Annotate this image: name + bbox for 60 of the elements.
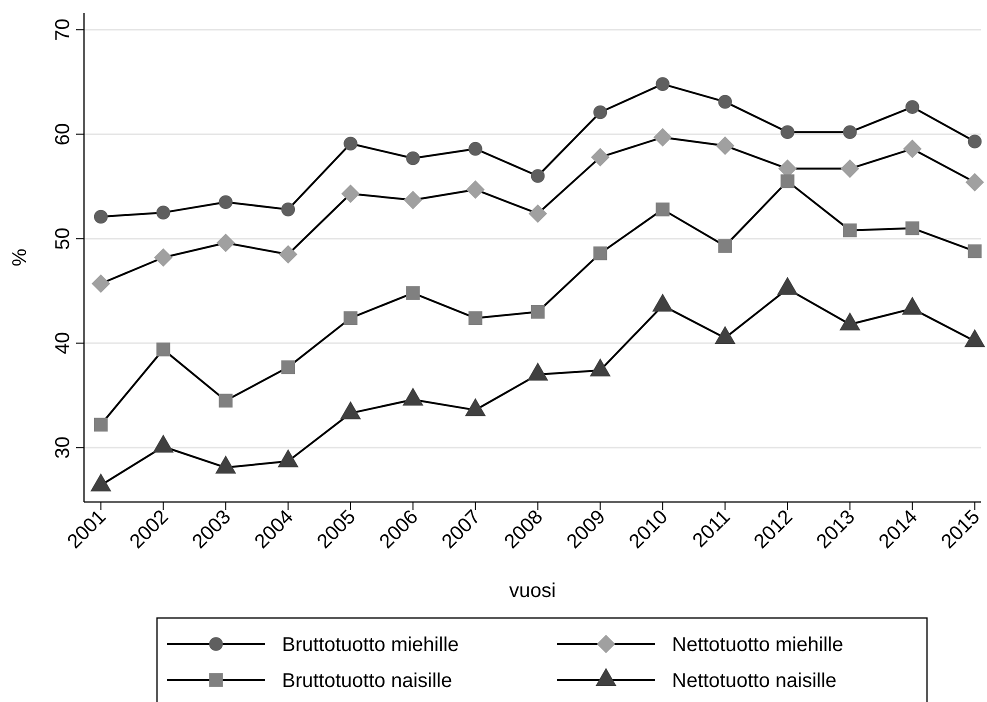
- point: [968, 134, 982, 148]
- point: [656, 77, 670, 91]
- point: [905, 221, 920, 236]
- point: [718, 94, 732, 109]
- point: [344, 311, 358, 325]
- y-tick-label: 50: [52, 228, 74, 250]
- y-axis-title: %: [9, 248, 31, 266]
- point: [468, 142, 482, 156]
- point: [530, 304, 545, 319]
- point: [968, 244, 982, 258]
- y-tick-label: 70: [52, 18, 74, 41]
- y-tick-label: 40: [52, 332, 74, 354]
- point: [965, 172, 984, 192]
- point: [281, 202, 296, 216]
- point: [718, 239, 732, 253]
- point: [152, 434, 174, 453]
- point: [653, 128, 672, 147]
- point: [528, 204, 548, 223]
- point: [94, 210, 108, 224]
- point: [843, 223, 857, 238]
- point: [344, 136, 358, 151]
- point: [406, 151, 420, 166]
- point: [656, 202, 670, 216]
- point: [406, 286, 420, 300]
- point: [903, 140, 922, 158]
- point: [278, 245, 298, 264]
- legend-label: Nettotuotto naisille: [672, 670, 837, 692]
- point: [590, 148, 610, 166]
- y-tick-label: 30: [52, 436, 74, 459]
- point: [92, 274, 110, 293]
- point: [340, 401, 362, 420]
- point: [716, 136, 734, 155]
- point: [466, 180, 485, 199]
- point: [218, 195, 233, 210]
- point: [402, 388, 424, 406]
- point: [780, 125, 794, 140]
- y-tick-label: 60: [52, 123, 74, 146]
- point: [216, 234, 235, 252]
- point: [215, 455, 236, 474]
- legend-label: Bruttotuotto naisille: [282, 670, 452, 692]
- point: [464, 398, 486, 416]
- point: [404, 190, 422, 210]
- point: [840, 159, 860, 178]
- point: [905, 100, 920, 114]
- point: [154, 248, 173, 267]
- point: [593, 105, 608, 120]
- point: [278, 449, 299, 468]
- point: [593, 246, 608, 260]
- legend-label: Nettotuotto miehille: [672, 634, 844, 656]
- point: [590, 358, 611, 376]
- point: [527, 362, 548, 381]
- point: [468, 311, 482, 325]
- legend-label: Bruttotuotto miehille: [282, 634, 459, 656]
- point: [530, 169, 545, 183]
- point: [780, 174, 794, 188]
- x-axis-title: vuosi: [509, 580, 556, 602]
- point: [341, 184, 360, 204]
- point: [843, 125, 857, 140]
- point: [90, 473, 112, 492]
- point: [156, 206, 170, 220]
